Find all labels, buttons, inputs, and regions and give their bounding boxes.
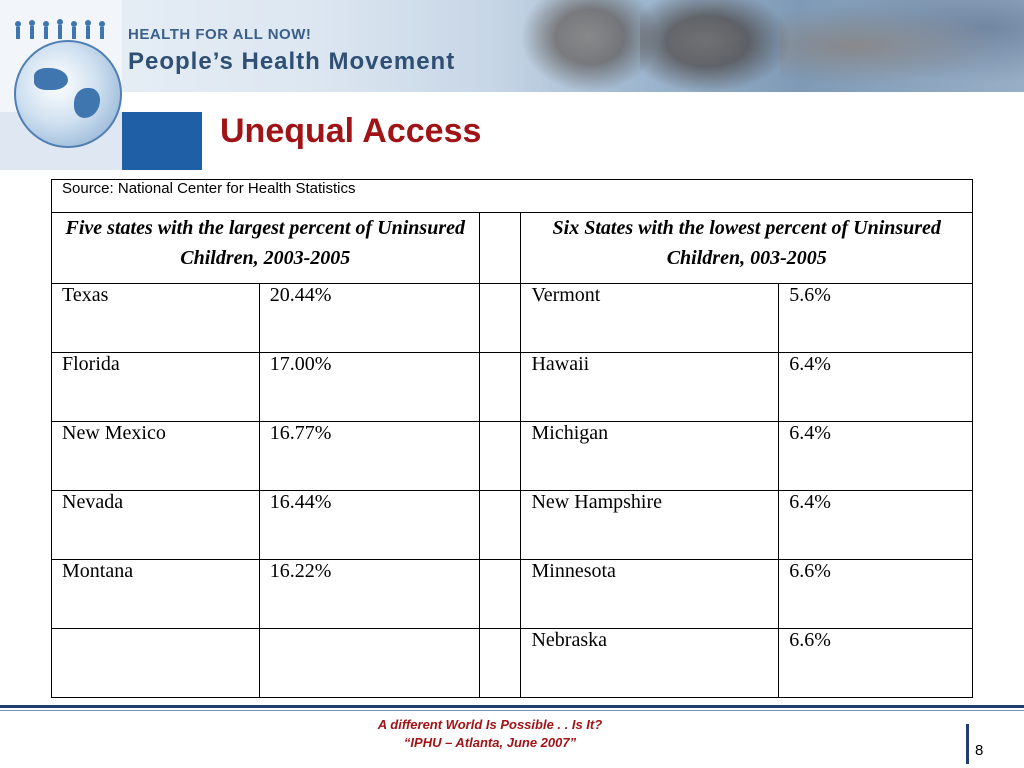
- spacer-cell: [478, 212, 522, 284]
- banner-tagline: HEALTH FOR ALL NOW!: [128, 26, 312, 43]
- left-value-cell: 20.44%: [258, 283, 480, 353]
- left-column-header: Five states with the largest percent of …: [51, 212, 480, 284]
- spacer-cell: [478, 490, 522, 560]
- right-value-cell: 6.4%: [778, 421, 973, 491]
- right-column-header: Six States with the lowest percent of Un…: [520, 212, 973, 284]
- right-state-cell: Minnesota: [520, 559, 780, 629]
- globe-logo-icon: [14, 40, 122, 148]
- people-figures-icon: [15, 19, 105, 39]
- banner-photo-child-2: [640, 0, 790, 92]
- footer-line-2: “IPHU – Atlanta, June 2007”: [403, 735, 577, 750]
- right-state-cell: Hawaii: [520, 352, 780, 422]
- left-value-cell: 16.22%: [258, 559, 480, 629]
- page-number: 8: [975, 742, 984, 759]
- spacer-cell: [478, 628, 522, 698]
- table-source-row: Source: National Center for Health Stati…: [51, 179, 973, 213]
- spacer-cell: [478, 283, 522, 353]
- table-row: Nebraska 6.6%: [51, 628, 973, 698]
- footer-line-1: A different World Is Possible . . Is It?: [377, 717, 603, 732]
- left-state-cell: Nevada: [51, 490, 260, 560]
- spacer-cell: [478, 421, 522, 491]
- right-value-cell: 6.4%: [778, 490, 973, 560]
- table-row: Nevada 16.44% New Hampshire 6.4%: [51, 490, 973, 560]
- left-value-cell: [258, 628, 480, 698]
- left-state-cell: Florida: [51, 352, 260, 422]
- right-value-cell: 6.4%: [778, 352, 973, 422]
- left-value-cell: 16.44%: [258, 490, 480, 560]
- table-row: Florida 17.00% Hawaii 6.4%: [51, 352, 973, 422]
- spacer-cell: [478, 352, 522, 422]
- slide-title: Unequal Access: [220, 112, 482, 150]
- left-state-cell: Texas: [51, 283, 260, 353]
- right-state-cell: New Hampshire: [520, 490, 780, 560]
- table-row: Montana 16.22% Minnesota 6.6%: [51, 559, 973, 629]
- right-value-cell: 5.6%: [778, 283, 973, 353]
- left-state-cell: New Mexico: [51, 421, 260, 491]
- right-state-cell: Vermont: [520, 283, 780, 353]
- banner-photo-child-1: [520, 0, 660, 92]
- footer-rule-thin: [0, 710, 1024, 711]
- left-value-cell: 17.00%: [258, 352, 480, 422]
- page-number-divider: [966, 724, 969, 764]
- uninsured-children-table: Source: National Center for Health Stati…: [51, 179, 973, 698]
- right-state-cell: Nebraska: [520, 628, 780, 698]
- table-header-row: Five states with the largest percent of …: [51, 212, 973, 284]
- spacer-cell: [478, 559, 522, 629]
- footer-rule: [0, 705, 1024, 708]
- table-source-note: Source: National Center for Health Stati…: [51, 179, 973, 213]
- banner-organization-name: People’s Health Movement: [128, 48, 456, 75]
- banner-photo-group: [780, 0, 1024, 92]
- right-state-cell: Michigan: [520, 421, 780, 491]
- table-row: New Mexico 16.77% Michigan 6.4%: [51, 421, 973, 491]
- right-value-cell: 6.6%: [778, 559, 973, 629]
- left-state-cell: [51, 628, 260, 698]
- footer-caption: A different World Is Possible . . Is It?…: [290, 716, 690, 752]
- table-row: Texas 20.44% Vermont 5.6%: [51, 283, 973, 353]
- header-banner: HEALTH FOR ALL NOW! People’s Health Move…: [0, 0, 1024, 92]
- right-value-cell: 6.6%: [778, 628, 973, 698]
- left-value-cell: 16.77%: [258, 421, 480, 491]
- left-state-cell: Montana: [51, 559, 260, 629]
